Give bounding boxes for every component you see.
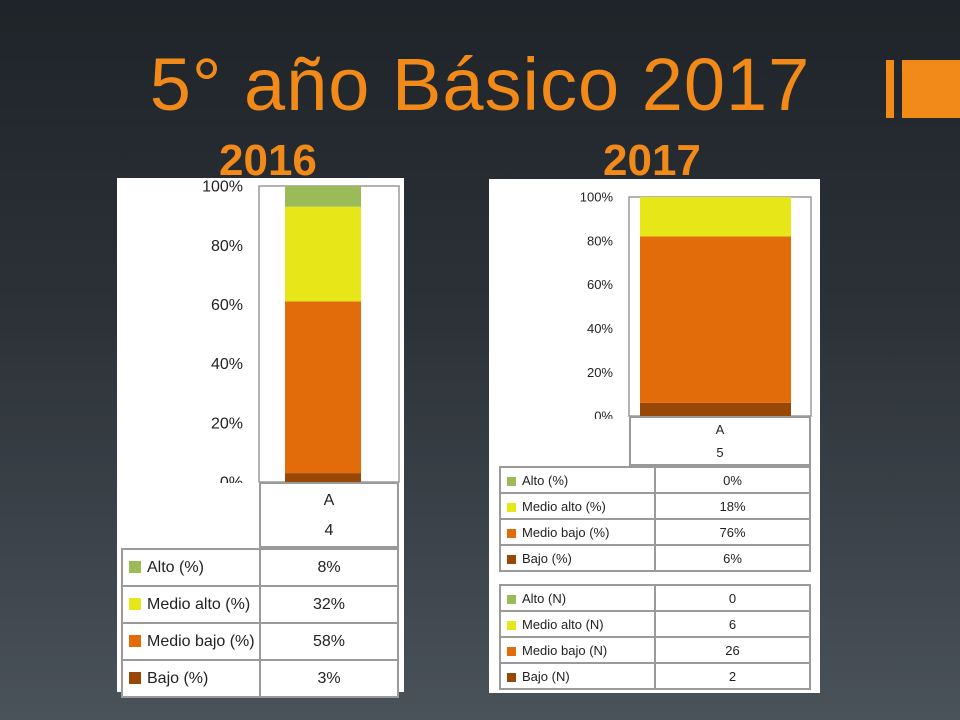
chart-panel-2017: 0% 20% 40% 60% 80% 100% A 5 Alto (%) 0% Medio a… [489, 179, 820, 693]
row-label-cell: Medio alto (%) [499, 492, 656, 520]
y-tick-label: 60% [211, 297, 243, 314]
table-row: Medio bajo (N) 26 [499, 636, 811, 664]
row-label-cell: Bajo (%) [121, 659, 261, 698]
category-count: 5 [716, 445, 724, 460]
row-label-cell: Alto (N) [499, 584, 656, 612]
bar-segment-alto [285, 186, 361, 207]
row-label-cell: Medio bajo (%) [499, 518, 656, 546]
legend-label: Medio alto (%) [147, 595, 251, 613]
table-row: Bajo (N) 2 [499, 662, 811, 690]
legend-label: Medio alto (%) [522, 498, 606, 514]
row-value-cell: 76% [654, 518, 811, 546]
y-tick-label: 100% [580, 190, 614, 205]
legend-label: Medio alto (N) [522, 616, 604, 632]
legend-label: Alto (%) [147, 558, 204, 576]
chart-panel-2016: 0%20%40%60%80%100% A 4 Alto (%)8%Medio a… [117, 178, 404, 698]
bar-segment-medio-bajo [285, 301, 361, 474]
category-count: 4 [324, 522, 334, 539]
stacked-bar-chart-2017: 0% 20% 40% 60% 80% 100% [580, 190, 812, 419]
legend-swatch [129, 561, 141, 574]
bar-segment-bajo [640, 402, 791, 416]
row-label-cell: Alto (%) [121, 548, 261, 587]
y-tick-label: 60% [587, 277, 613, 292]
row-label-cell: Bajo (N) [499, 662, 656, 690]
table-row: Medio alto (%) 32% [121, 585, 399, 624]
table-row: Alto (%) 0% [499, 466, 811, 494]
legend-label: Alto (N) [522, 590, 567, 606]
row-value-cell: 8% [259, 548, 399, 587]
table-row: Medio bajo (%) 58% [121, 622, 399, 661]
decorative-bar [886, 60, 894, 118]
table-row: Medio alto (%) 18% [499, 492, 811, 520]
legend-swatch [129, 598, 141, 611]
decorative-square [902, 60, 960, 118]
row-label-cell: Medio bajo (%) [121, 622, 261, 661]
stacked-bar-chart-2016: 0% 20% 40% 60% 80% 100% [202, 179, 400, 483]
row-value-cell: 26 [654, 636, 811, 664]
bar-segment-medio-bajo [640, 236, 791, 403]
y-tick-label: 20% [211, 415, 243, 432]
legend-swatch [507, 528, 516, 538]
year-label-2017: 2017 [603, 136, 701, 185]
row-value-cell: 58% [259, 622, 399, 661]
legend-table-2016: Alto (%) 8% Medio alto (%) 32% Medio bajo (%… [121, 548, 399, 698]
y-tick-label: 80% [587, 233, 613, 248]
legend-table-n-2017: Alto (N) 0 Medio alto (N) 6 Medio bajo (N) 26… [499, 584, 811, 690]
row-value-cell: 6% [654, 544, 811, 572]
legend-label: Bajo (N) [522, 668, 570, 684]
table-row: Alto (%) 8% [121, 548, 399, 587]
y-tick-label: 20% [587, 365, 613, 380]
row-value-cell: 18% [654, 492, 811, 520]
bar-segment-medio-alto [640, 197, 791, 237]
row-value-cell: 2 [654, 662, 811, 690]
row-value-cell: 6 [654, 610, 811, 638]
row-label-cell: Medio alto (N) [499, 610, 656, 638]
legend-swatch [129, 635, 141, 648]
bar-segment-medio-alto [285, 206, 361, 302]
bar-segment-bajo [285, 473, 361, 482]
legend-swatch [507, 594, 516, 604]
row-value-cell: 32% [259, 585, 399, 624]
y-tick-label: 40% [211, 356, 243, 373]
legend-table-pct-2017: Alto (%) 0% Medio alto (%) 18% Medio bajo (%… [499, 466, 811, 572]
year-label-2016: 2016 [219, 136, 317, 185]
table-row: Bajo (%) 6% [499, 544, 811, 572]
y-tick-label: 0% [594, 409, 613, 419]
slide-title: 5° año Básico 2017 [149, 43, 811, 126]
table-row: Alto (N) 0 [499, 584, 811, 612]
legend-swatch [129, 672, 141, 685]
table-row: Bajo (%) 3% [121, 659, 399, 698]
row-label-cell: Alto (%) [499, 466, 656, 494]
legend-label: Alto (%) [522, 472, 569, 488]
legend-swatch [507, 502, 516, 512]
row-label-cell: Medio alto (%) [121, 585, 261, 624]
y-tick-label: 80% [211, 238, 243, 255]
y-tick-label: 40% [587, 321, 613, 336]
category-label: A [715, 422, 725, 437]
row-value-cell: 0% [654, 466, 811, 494]
table-row: Medio bajo (%) 76% [499, 518, 811, 546]
legend-swatch [507, 620, 516, 630]
category-label: A [323, 492, 335, 509]
legend-label: Bajo (%) [522, 550, 572, 566]
category-header-2017: A 5 [629, 416, 811, 466]
y-tick-label: 100% [202, 179, 243, 196]
row-label-cell: Bajo (%) [499, 544, 656, 572]
legend-label: Medio bajo (%) [147, 632, 255, 650]
row-value-cell: 3% [259, 659, 399, 698]
legend-swatch [507, 554, 516, 564]
legend-swatch [507, 646, 516, 656]
category-header-2016: A 4 [259, 482, 399, 548]
legend-label: Medio bajo (N) [522, 642, 608, 658]
row-label-cell: Medio bajo (N) [499, 636, 656, 664]
table-row: Medio alto (N) 6 [499, 610, 811, 638]
row-value-cell: 0 [654, 584, 811, 612]
legend-swatch [507, 476, 516, 486]
legend-label: Bajo (%) [147, 669, 209, 687]
legend-label: Medio bajo (%) [522, 524, 610, 540]
legend-swatch [507, 672, 516, 682]
y-tick-label: 0% [220, 475, 243, 483]
